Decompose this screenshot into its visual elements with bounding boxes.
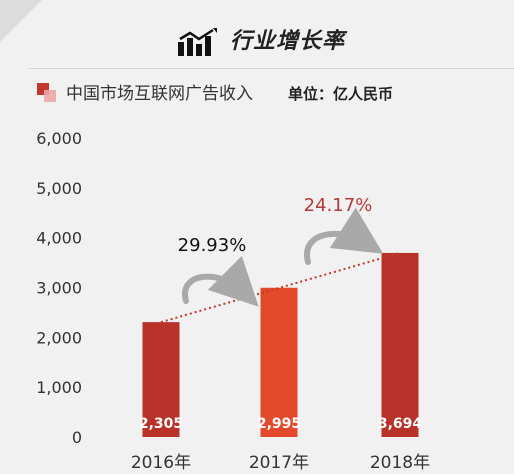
y-tick-label: 6,000 bbox=[36, 129, 82, 148]
header-divider bbox=[28, 68, 514, 69]
data-label: 3,694 bbox=[378, 416, 423, 432]
x-tick-label: 2018年 bbox=[370, 453, 430, 473]
y-tick-label: 0 bbox=[72, 428, 82, 447]
trend-line bbox=[160, 251, 401, 324]
page-title: 行业增长率 bbox=[230, 29, 346, 54]
chart-subtitle: 中国市场互联网广告收入 bbox=[66, 84, 253, 104]
bar-chart-growth-icon bbox=[178, 28, 217, 56]
growth-arrow-icon bbox=[303, 207, 384, 265]
bar-2 bbox=[381, 252, 419, 437]
chart-subtitle-row: 中国市场互联网广告收入 单位：亿人民币 bbox=[0, 80, 514, 110]
bar-0 bbox=[142, 322, 180, 437]
unit-label: 单位：亿人民币 bbox=[288, 85, 394, 103]
data-label: 2,305 bbox=[139, 416, 183, 432]
y-tick-label: 1,000 bbox=[36, 378, 82, 397]
growth-rate-label: 24.17% bbox=[304, 195, 373, 216]
growth-arrow-icon bbox=[182, 255, 259, 307]
data-label: 2,995 bbox=[257, 416, 301, 432]
growth-rate-label: 29.93% bbox=[178, 235, 247, 256]
y-tick-label: 2,000 bbox=[36, 328, 82, 347]
y-tick-label: 5,000 bbox=[36, 179, 82, 198]
bar-1 bbox=[260, 287, 298, 437]
chart-header: 行业增长率 bbox=[0, 22, 514, 62]
x-tick-label: 2017年 bbox=[249, 453, 309, 473]
corner-decoration bbox=[0, 0, 42, 42]
x-tick-label: 2016年 bbox=[131, 453, 191, 473]
y-tick-label: 4,000 bbox=[36, 229, 82, 248]
y-tick-label: 3,000 bbox=[36, 279, 82, 298]
legend-square-icon bbox=[37, 83, 57, 103]
